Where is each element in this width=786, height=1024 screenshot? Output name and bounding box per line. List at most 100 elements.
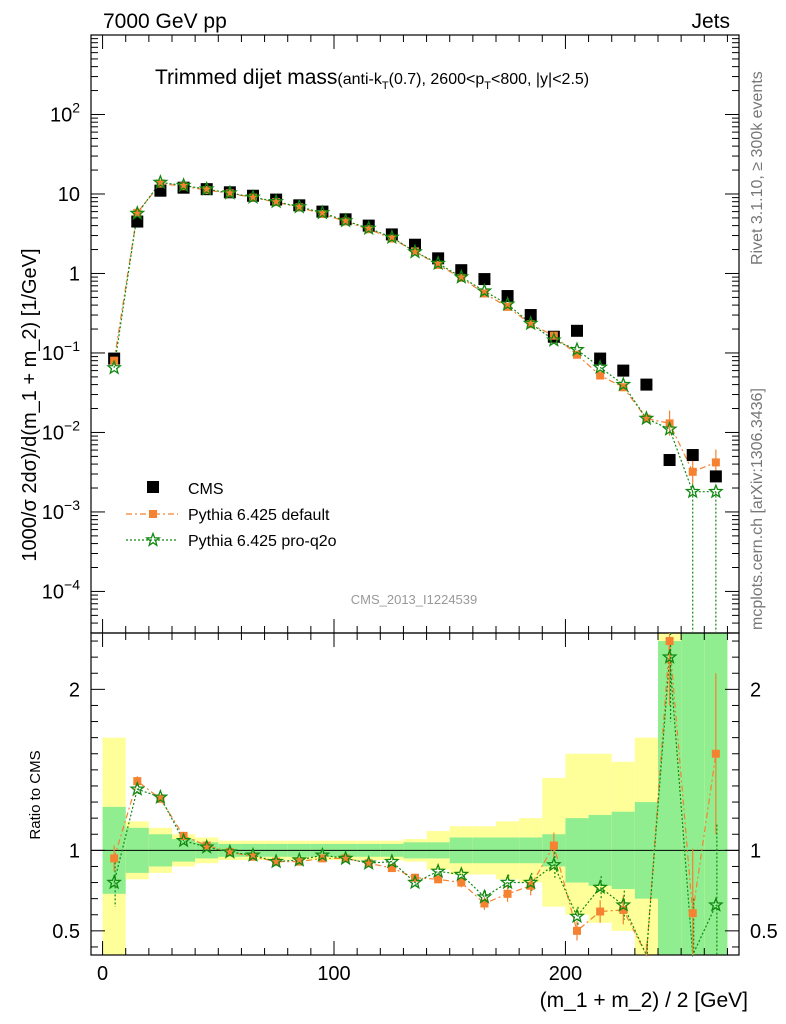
main-plot-marks <box>106 174 724 633</box>
default-ratio-point <box>341 854 350 863</box>
pro-point <box>383 228 400 245</box>
default-point <box>133 208 142 217</box>
cms-point <box>663 454 676 467</box>
default-point <box>596 371 605 380</box>
pro-point <box>522 315 539 331</box>
pro-point <box>245 188 261 204</box>
pro-point <box>592 358 609 375</box>
legend: CMS Pythia 6.425 default Pythia 6.425 pr… <box>126 481 337 550</box>
default-point <box>573 350 581 359</box>
pro-ratio-point <box>592 879 609 895</box>
default-ratio-point <box>387 864 396 873</box>
default-ratio-point <box>688 909 697 918</box>
header-left: 7000 GeV pp <box>103 10 227 33</box>
default-point <box>526 320 535 329</box>
title-main: Trimmed dijet mass <box>155 66 337 89</box>
pro-ratio-point <box>545 856 562 872</box>
pro-ratio-point <box>360 854 377 870</box>
pro-ratio-point <box>707 896 724 912</box>
default-point <box>179 182 188 191</box>
pro-point <box>707 483 724 499</box>
cms-point <box>501 290 514 303</box>
pro-ratio-point <box>152 788 169 804</box>
pro-point <box>221 184 238 200</box>
default-point <box>225 189 234 198</box>
y-tick-label: 10−1 <box>42 338 80 365</box>
pro-point <box>198 180 215 196</box>
pro-ratio-point <box>615 896 632 912</box>
pro-point <box>268 193 285 209</box>
pro-point <box>360 219 377 236</box>
y-tick-label-right: 2 <box>750 679 761 701</box>
default-ratio-point <box>225 847 234 856</box>
default-point <box>411 247 419 256</box>
default-ratio-point <box>596 907 605 916</box>
default-point <box>457 273 466 282</box>
pro-ratio-point <box>106 874 123 890</box>
pro-ratio-point <box>314 846 331 862</box>
y-tick-label-right: 0.5 <box>750 921 778 943</box>
y-axis-label-main: 1000/σ 2dσ)/d(m_1 + m_2) [1/GeV] <box>19 248 41 561</box>
pro-ratio-point <box>569 908 585 924</box>
y-tick-label: 10−3 <box>42 497 80 524</box>
default-ratio-point <box>272 857 281 866</box>
pro-point <box>545 331 562 347</box>
pro-ratio-point <box>198 838 215 854</box>
pro-line <box>113 181 716 493</box>
cms-point <box>617 364 630 377</box>
pro-ratio-point <box>407 874 423 890</box>
legend-pro-marker <box>145 531 161 547</box>
x-axis-label: (m_1 + m_2) / 2 [GeV] <box>540 989 748 1012</box>
pro-point <box>106 359 123 375</box>
cms-point <box>571 324 583 337</box>
ratio-plot-marks <box>106 633 724 958</box>
cms-point <box>709 470 722 483</box>
default-point <box>688 467 697 476</box>
y-tick-label: 102 <box>50 99 80 126</box>
y-tick-label: 10 <box>58 184 80 206</box>
default-point <box>642 414 651 423</box>
y-tick-label: 10−4 <box>42 576 80 603</box>
pro-point <box>638 410 655 426</box>
default-point <box>156 179 165 188</box>
pro-point <box>152 174 169 190</box>
pro-point <box>453 268 470 284</box>
default-ratio-point <box>295 857 304 866</box>
title-cut-sub2: T <box>484 80 491 92</box>
title-cut-mid: (0.7), 2600<p <box>389 71 485 88</box>
pro-point <box>569 341 585 357</box>
pro-ratio-point <box>268 853 285 869</box>
default-ratio-point <box>249 852 257 861</box>
default-ratio-point <box>480 899 489 908</box>
legend-default-label: Pythia 6.425 default <box>188 507 330 524</box>
cms-point <box>640 378 653 391</box>
default-point <box>341 217 350 226</box>
pro-ratio-point <box>499 874 516 890</box>
pro-ratio-point <box>430 862 447 878</box>
default-ratio-line <box>113 641 717 958</box>
pro-ratio-point <box>476 888 493 904</box>
default-point <box>711 458 720 467</box>
cms-point <box>478 273 491 286</box>
default-point <box>387 234 396 243</box>
cms-point <box>594 352 607 365</box>
default-line <box>113 182 717 473</box>
ratio-bands <box>91 633 739 955</box>
rivet-label: Rivet 3.1.10, ≥ 300k events <box>749 71 766 265</box>
title-cut-prefix: (anti-k <box>337 71 382 88</box>
y-tick-label: 1 <box>69 263 80 285</box>
default-point <box>202 186 211 195</box>
pro-ratio-point <box>221 843 238 859</box>
default-ratio-point <box>457 878 466 887</box>
pro-point <box>175 177 192 193</box>
default-ratio-point <box>573 926 581 935</box>
cms-point <box>524 309 537 322</box>
default-point <box>249 193 257 202</box>
pro-ratio-point <box>661 648 678 664</box>
pro-ratio-point <box>337 850 354 866</box>
legend-default-marker <box>149 510 157 518</box>
legend-pro-star <box>145 531 161 547</box>
analysis-id: CMS_2013_I1224539 <box>351 592 478 607</box>
pro-point <box>291 198 308 214</box>
